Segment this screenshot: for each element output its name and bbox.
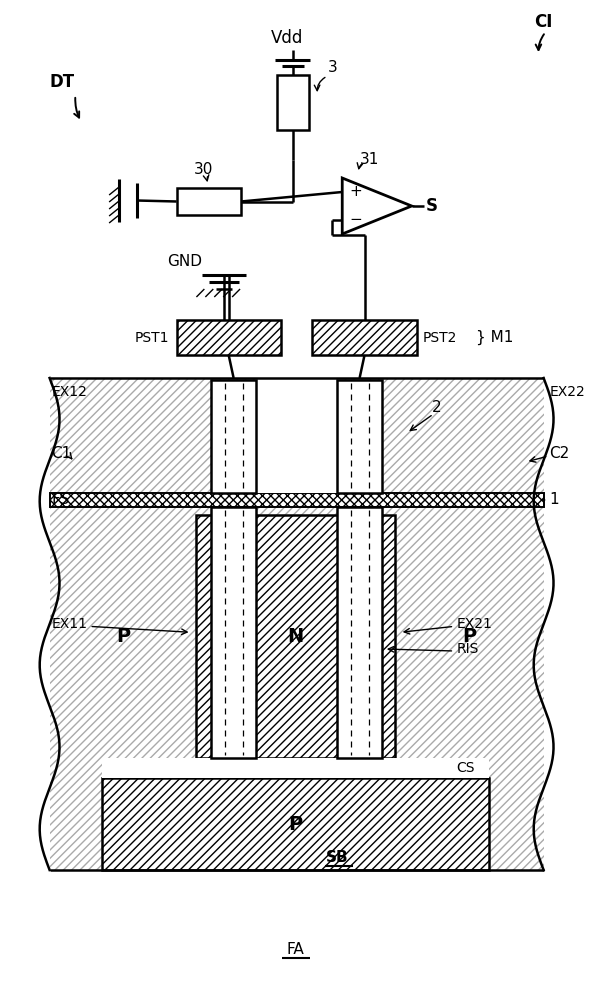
Bar — [102, 778, 489, 870]
Bar — [337, 380, 382, 493]
Text: } M1: } M1 — [476, 330, 514, 345]
Text: PST1: PST1 — [134, 330, 169, 344]
Text: CI: CI — [533, 13, 552, 31]
Bar — [50, 493, 544, 507]
Bar — [102, 758, 489, 778]
Text: FA: FA — [287, 942, 305, 958]
Text: 3: 3 — [327, 60, 337, 76]
Bar — [256, 378, 337, 493]
Bar — [176, 188, 241, 215]
Text: P: P — [116, 627, 130, 646]
Bar — [211, 380, 256, 493]
Text: C2: C2 — [549, 446, 570, 462]
Bar — [277, 75, 308, 130]
Bar — [337, 507, 382, 758]
Text: EX11: EX11 — [52, 617, 87, 631]
Bar — [337, 380, 382, 493]
Text: DT: DT — [50, 73, 75, 91]
Bar — [211, 380, 256, 493]
Text: RIS: RIS — [456, 642, 479, 656]
Text: EX21: EX21 — [456, 617, 492, 631]
Bar — [337, 507, 382, 758]
Text: N: N — [287, 627, 304, 646]
Text: Vdd: Vdd — [271, 29, 303, 47]
Text: GND: GND — [167, 253, 201, 268]
Text: 1: 1 — [549, 492, 559, 508]
Bar — [312, 320, 416, 355]
Text: SB: SB — [326, 850, 348, 865]
Text: −: − — [349, 213, 362, 228]
Text: FS: FS — [52, 492, 70, 508]
Text: PST2: PST2 — [422, 330, 457, 344]
Text: P: P — [289, 814, 303, 834]
Text: EX12: EX12 — [52, 385, 87, 399]
Bar — [211, 507, 256, 758]
Bar — [176, 320, 281, 355]
Text: 31: 31 — [360, 152, 380, 167]
Text: S: S — [425, 197, 438, 215]
Text: +: + — [349, 184, 362, 200]
Bar — [211, 507, 256, 758]
Text: EX22: EX22 — [549, 385, 585, 399]
Text: 30: 30 — [194, 162, 213, 178]
Bar — [197, 515, 395, 758]
Bar — [50, 378, 544, 870]
Text: P: P — [462, 627, 476, 646]
Text: CS: CS — [456, 761, 475, 775]
Text: C1: C1 — [52, 446, 72, 462]
Text: 2: 2 — [431, 400, 441, 416]
